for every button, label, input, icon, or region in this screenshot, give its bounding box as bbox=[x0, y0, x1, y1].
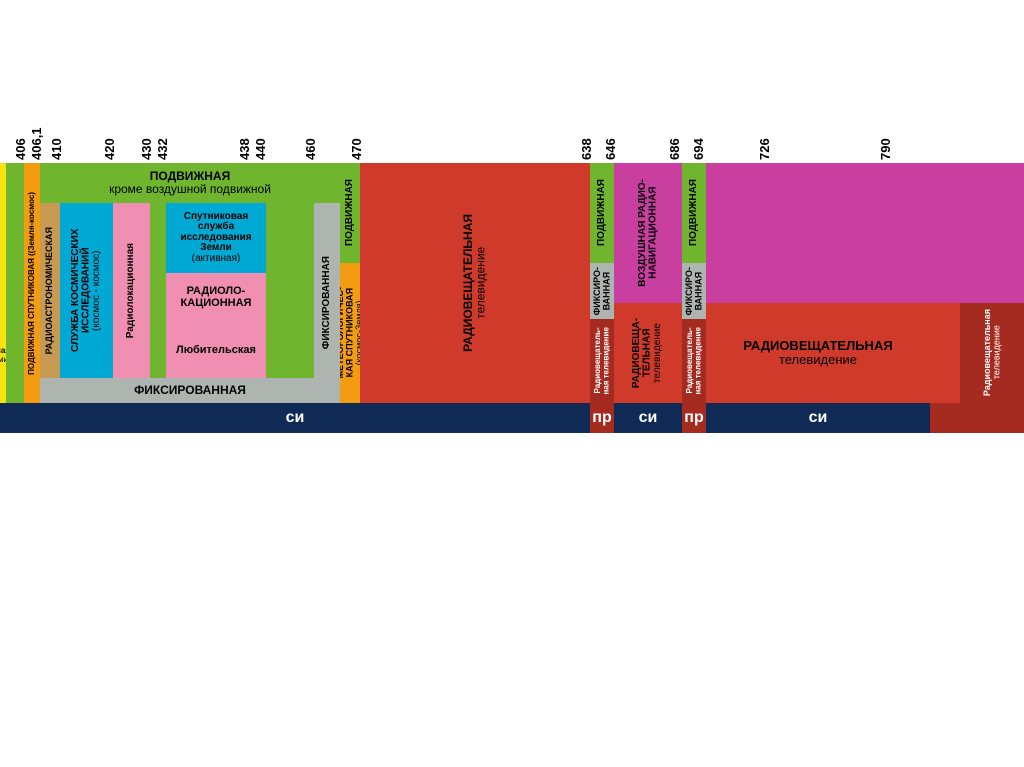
allocation-block: Любительская bbox=[166, 323, 266, 378]
frequency-tick: 694 bbox=[691, 138, 706, 160]
allocation-block: МЕТЕОРОЛОГИЧЕС-КАЯ СПУТНИКОВАЯ(космос-Зе… bbox=[340, 263, 360, 403]
frequency-tick: 430 bbox=[139, 138, 154, 160]
footer-cell bbox=[930, 403, 1024, 433]
frequency-tick: 470 bbox=[349, 138, 364, 160]
allocation-block: РАДИОВЕЩАТЕЛЬНАЯтелевидение bbox=[706, 303, 930, 403]
allocation-blocks: наямиПОДВИЖНАЯ СПУТНИКОВАЯ ((Земля-космо… bbox=[0, 163, 1024, 403]
allocation-block: ФИКСИРО-ВАННАЯ bbox=[590, 263, 614, 319]
frequency-tick: 646 bbox=[603, 138, 618, 160]
frequency-ticks: 406406,1 410 420 430432 438440 460 470 638 646 68… bbox=[0, 110, 1024, 160]
allocation-block bbox=[960, 163, 1024, 303]
allocation-block: ФИКСИРОВАННАЯ bbox=[314, 203, 340, 403]
allocation-block: ПОДВИЖНАЯ СПУТНИКОВАЯ ((Земля-космос) bbox=[24, 163, 40, 403]
allocation-block: РАДИОВЕЩА-ТЕЛЬНАЯтелевидение bbox=[614, 303, 682, 403]
allocation-block bbox=[706, 163, 930, 303]
footer-cell: пр bbox=[590, 403, 614, 433]
frequency-tick: 686 bbox=[667, 138, 682, 160]
frequency-tick: 638 bbox=[579, 138, 594, 160]
allocation-block: ПОДВИЖНАЯ bbox=[340, 163, 360, 263]
allocation-block: РАДИОВЕЩАТЕЛЬНАЯтелевидение bbox=[360, 163, 590, 403]
frequency-tick: 726 bbox=[757, 138, 772, 160]
footer-row: сипрсипрси bbox=[0, 403, 1024, 433]
allocation-block: ПОДВИЖНАЯ bbox=[682, 163, 706, 263]
allocation-block bbox=[150, 203, 166, 378]
frequency-tick: 406 bbox=[13, 138, 28, 160]
frequency-tick: 410 bbox=[49, 138, 64, 160]
frequency-tick: 406,1 bbox=[29, 127, 44, 160]
footer-cell: си bbox=[0, 403, 590, 433]
allocation-block: Радиолокационная bbox=[113, 203, 150, 378]
allocation-block: СЛУЖБА КОСМИЧЕСКИХ ИССЛЕДОВАНИЙ(космос -… bbox=[60, 203, 113, 378]
allocation-block: РАДИОЛО-КАЦИОННАЯ bbox=[166, 273, 266, 323]
footer-cell: си bbox=[706, 403, 930, 433]
frequency-tick: 460 bbox=[303, 138, 318, 160]
allocation-block: ФИКСИРОВАННАЯ bbox=[40, 378, 340, 403]
allocation-block: ПОДВИЖНАЯ bbox=[590, 163, 614, 263]
frequency-tick: 420 bbox=[102, 138, 117, 160]
allocation-block: Радиовещатель-ная телевидение bbox=[682, 319, 706, 403]
footer-cell: си bbox=[614, 403, 682, 433]
allocation-block bbox=[6, 163, 24, 403]
allocation-block bbox=[930, 303, 960, 403]
frequency-tick: 432 bbox=[155, 138, 170, 160]
frequency-tick: 438 bbox=[237, 138, 252, 160]
allocation-block: Спутниковая служба исследования Земли(ак… bbox=[166, 203, 266, 273]
allocation-block: РАДИОАСТРОНОМИЧЕСКАЯ bbox=[40, 203, 60, 378]
allocation-block: Радиовещательнаятелевидение bbox=[960, 303, 1024, 403]
allocation-block: ПОДВИЖНАЯкроме воздушной подвижной bbox=[40, 163, 340, 203]
allocation-block: ФИКСИРО-ВАННАЯ bbox=[682, 263, 706, 319]
frequency-tick: 790 bbox=[878, 138, 893, 160]
allocation-block: ВОЗДУШНАЯ РАДИО-НАВИГАЦИОННАЯ bbox=[614, 163, 682, 303]
allocation-block: Радиовещатель-ная телевидение bbox=[590, 319, 614, 403]
footer-cell: пр bbox=[682, 403, 706, 433]
spectrum-allocation-chart: 406406,1 410 420 430432 438440 460 470 638 646 68… bbox=[0, 0, 1024, 767]
frequency-tick: 440 bbox=[253, 138, 268, 160]
allocation-block bbox=[266, 203, 314, 378]
